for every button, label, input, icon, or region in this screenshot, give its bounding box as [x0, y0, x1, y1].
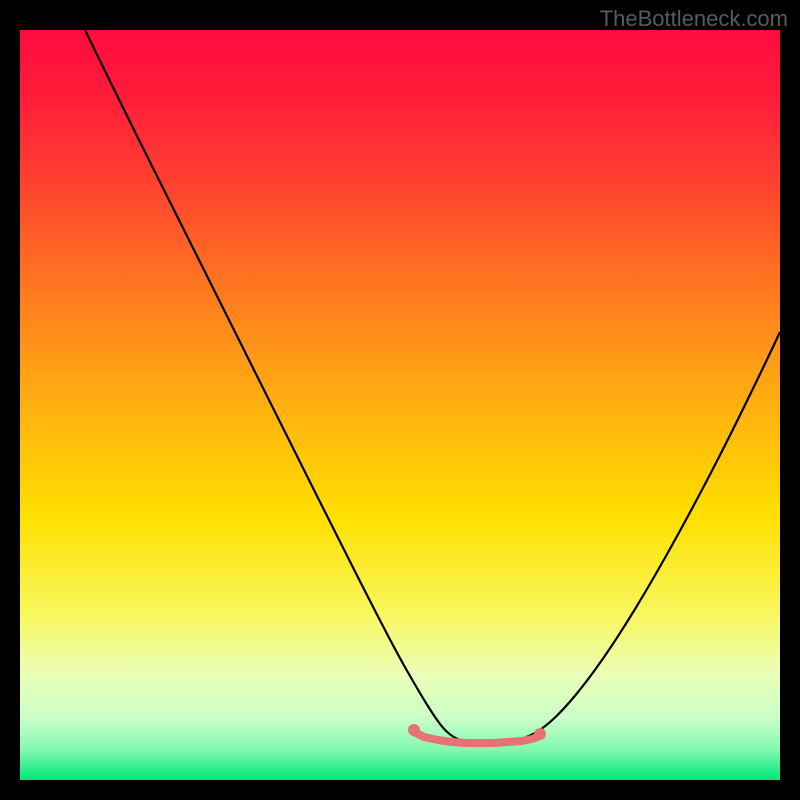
chart-container: [20, 30, 780, 780]
optimal-range-marker: [534, 728, 546, 740]
optimal-range-marker: [408, 724, 420, 736]
bottleneck-chart-svg: [20, 30, 780, 780]
chart-background: [20, 30, 780, 780]
watermark-text: TheBottleneck.com: [600, 6, 788, 32]
